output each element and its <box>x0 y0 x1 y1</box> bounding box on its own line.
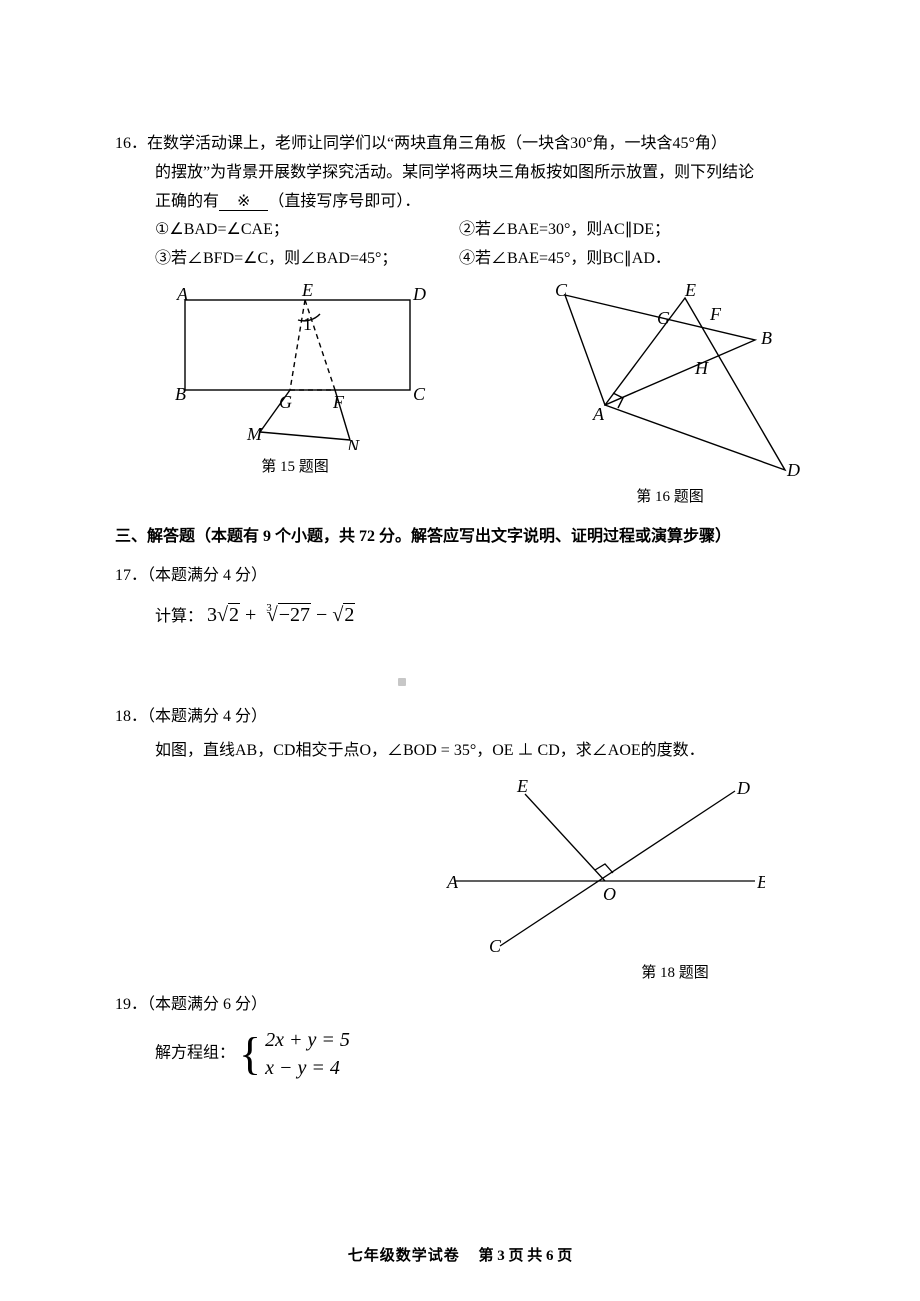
figure-16-caption: 第 16 题图 <box>535 484 805 511</box>
q16-intro-c: 正确的有 <box>155 193 219 210</box>
q16-intro-a: 在数学活动课上，老师让同学们以“两块直角三角板（一块含30°角，一块含45°角） <box>147 135 727 152</box>
q19-body: 解方程组： { 2x + y = 5 x − y = 4 <box>115 1026 805 1082</box>
fig16-label-G: G <box>657 308 670 328</box>
footer-page: 第 3 页 共 6 页 <box>479 1248 573 1264</box>
fig18-label-E: E <box>516 776 528 796</box>
fig15-label-1: 1 <box>303 314 312 334</box>
figure-18-caption: 第 18 题图 <box>445 960 765 987</box>
q18-header: 18．（本题满分 4 分） <box>115 703 805 732</box>
fig15-label-E: E <box>301 280 313 300</box>
q16-blank: ※ <box>219 193 268 211</box>
figure-15: A E D B G F C M N 1 第 15 题图 <box>155 280 435 511</box>
fig16-label-A: A <box>592 404 605 424</box>
q16-intro-line2: 的摆放”为背景开展数学探究活动。某同学将两块三角板按如图所示放置，则下列结论 <box>115 159 805 188</box>
q16-figures-row: A E D B G F C M N 1 第 15 题图 <box>115 280 805 511</box>
q16-stmts-row1: ①∠BAD=∠CAE； ②若∠BAE=30°，则AC∥DE； <box>115 216 805 245</box>
figure-18-svg: E D A O B C <box>445 776 765 956</box>
fig16-label-F: F <box>709 304 722 324</box>
footer-title: 七年级数学试卷 <box>348 1248 460 1264</box>
q17-body: 计算： 3√2 + 3√−27 − √2 <box>115 597 805 633</box>
q18-text: 如图，直线AB，CD相交于点O，∠BOD = 35°，OE ⊥ CD，求∠AOE… <box>115 737 805 766</box>
fig15-label-A: A <box>176 284 189 304</box>
fig18-label-B: B <box>757 872 765 892</box>
fig15-label-B: B <box>175 384 186 404</box>
figure-18-wrap: E D A O B C 第 18 题图 <box>115 776 805 987</box>
q16-intro-line1: 16．在数学活动课上，老师让同学们以“两块直角三角板（一块含30°角，一块含45… <box>115 130 805 159</box>
q19-eq1: 2x + y = 5 <box>265 1026 350 1054</box>
fig16-label-E: E <box>684 280 696 300</box>
fig18-label-A: A <box>446 872 459 892</box>
q16-intro-d: （直接写序号即可）． <box>268 193 420 210</box>
q16-stmt3: ③若∠BFD=∠C，则∠BAD=45°； <box>155 245 455 274</box>
q19-label: 解方程组： <box>155 1045 235 1062</box>
q16-stmt1: ①∠BAD=∠CAE； <box>155 216 455 245</box>
q17-header: 17．（本题满分 4 分） <box>115 562 805 591</box>
left-brace-icon: { <box>239 1033 261 1074</box>
fig16-label-H: H <box>694 358 709 378</box>
page-footer: 七年级数学试卷 第 3 页 共 6 页 <box>0 1244 920 1265</box>
q19-eq2: x − y = 4 <box>265 1054 350 1082</box>
q16-stmts-row2: ③若∠BFD=∠C，则∠BAD=45°； ④若∠BAE=45°，则BC∥AD． <box>115 245 805 274</box>
question-19: 19．（本题满分 6 分） 解方程组： { 2x + y = 5 x − y =… <box>115 991 805 1082</box>
q19-header: 19．（本题满分 6 分） <box>115 991 805 1020</box>
question-18: 18．（本题满分 4 分） 如图，直线AB，CD相交于点O，∠BOD = 35°… <box>115 703 805 988</box>
fig16-label-C: C <box>555 280 568 300</box>
watermark-dot <box>398 678 406 686</box>
figure-15-caption: 第 15 题图 <box>155 454 435 481</box>
figure-18: E D A O B C 第 18 题图 <box>445 776 765 987</box>
fig16-label-D: D <box>786 460 800 480</box>
fig15-label-N: N <box>346 436 360 450</box>
figure-15-svg: A E D B G F C M N 1 <box>155 280 435 450</box>
fig16-label-B: B <box>761 328 772 348</box>
fig18-label-O: O <box>603 884 616 904</box>
fig15-label-D: D <box>412 284 426 304</box>
q19-system: { 2x + y = 5 x − y = 4 <box>239 1026 350 1082</box>
fig18-label-D: D <box>736 778 750 798</box>
question-17: 17．（本题满分 4 分） 计算： 3√2 + 3√−27 − √2 <box>115 562 805 633</box>
section-3-heading: 三、解答题（本题有 9 个小题，共 72 分。解答应写出文字说明、证明过程或演算… <box>115 523 805 552</box>
q16-stmt2: ②若∠BAE=30°，则AC∥DE； <box>459 216 670 245</box>
fig15-label-G: G <box>279 392 292 412</box>
q17-label: 计算： <box>155 608 203 625</box>
q16-stmt4: ④若∠BAE=45°，则BC∥AD． <box>459 245 671 274</box>
fig15-label-M: M <box>246 424 263 444</box>
fig15-label-F: F <box>332 392 345 412</box>
q16-intro-line3: 正确的有※（直接写序号即可）． <box>115 188 805 217</box>
fig18-label-C: C <box>489 936 502 956</box>
q16-number: 16． <box>115 135 147 152</box>
figure-16: C E F G B H A D 第 16 题图 <box>535 280 805 511</box>
question-16: 16．在数学活动课上，老师让同学们以“两块直角三角板（一块含30°角，一块含45… <box>115 130 805 511</box>
figure-16-svg: C E F G B H A D <box>535 280 805 480</box>
fig15-label-C: C <box>413 384 426 404</box>
q17-expression: 3√2 + 3√−27 − √2 <box>207 603 355 626</box>
